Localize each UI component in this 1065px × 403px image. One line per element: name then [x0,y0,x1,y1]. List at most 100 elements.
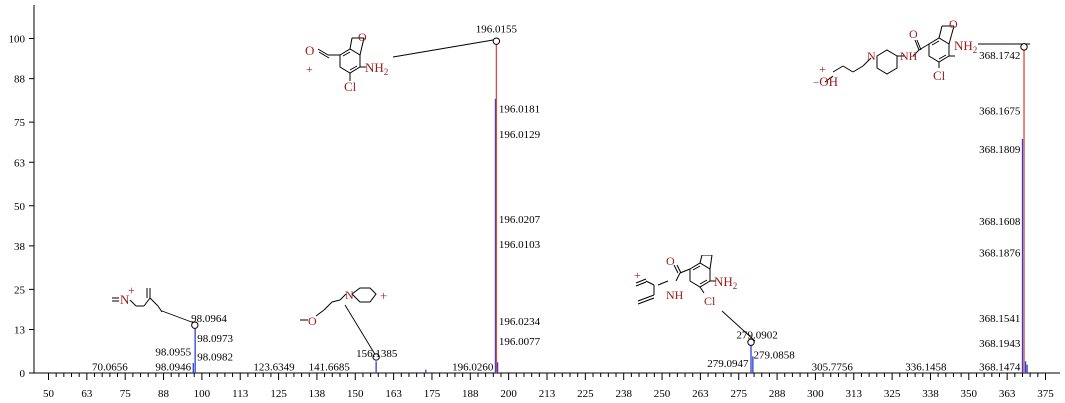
ring-o-label: O [358,30,367,44]
peak-label: 98.0973 [197,333,233,345]
ring-o-label: O [949,17,958,31]
peak-label: 98.0964 [191,313,227,325]
y-tick-label: 50 [14,201,26,213]
x-tick-label: 313 [846,388,863,400]
charge-label: + [306,62,313,76]
iminium-n-label: N [120,292,130,307]
peak-label: 141.6685 [309,361,351,373]
leader-lines [161,38,1030,357]
x-tick-label: 113 [232,388,249,400]
peak-label: 98.0982 [197,351,233,363]
x-tick-label: 150 [347,388,364,400]
x-tick-label: 213 [539,388,556,400]
x-tick-label: 250 [654,388,671,400]
x-tick-label: 50 [43,388,55,400]
x-tick-label: 100 [194,388,211,400]
amide-nh-label: NH [666,288,684,302]
x-tick-label: 88 [158,388,170,400]
x-tick-label: 363 [999,388,1016,400]
y-tick-label: 63 [14,157,26,169]
peak-label: 336.1458 [905,361,947,373]
y-tick-label: 38 [14,241,26,253]
structure-fragment-196: O + O NH2 Cl [305,30,388,94]
peak-label: 196.0103 [499,239,541,251]
amine-label: NH2 [365,60,388,77]
x-tick-label: 263 [692,388,709,400]
amine-label: NH2 [714,274,737,291]
chloro-label: Cl [704,294,716,308]
peak-label: 196.0207 [499,214,541,226]
peak-label: 279.0947 [707,358,749,370]
peak-label: 368.1809 [979,144,1021,156]
x-tick-label: 275 [730,388,747,400]
peak-label: 368.1742 [979,50,1020,62]
peak-marker [191,321,199,329]
x-ticks: 50 63 75 88 100 113 125 138 150 163 175 188 200 213 22… [43,373,1054,400]
x-tick-label: 75 [120,388,132,400]
peak-label: 368.1675 [979,105,1021,117]
charge-label: + [634,268,641,282]
peak-label: 123.6349 [253,361,295,373]
leader-156 [344,304,377,357]
ring-n-label: N [345,288,354,302]
peak-label: 279.0858 [753,350,795,362]
peak-label: 305.7756 [812,361,854,373]
x-tick-label: 338 [922,388,939,400]
peaks [192,41,1028,373]
peak-label: 368.1943 [979,338,1021,350]
x-tick-label: 163 [385,388,402,400]
x-tick-label: 300 [807,388,824,400]
leader-196 [392,38,500,58]
ring-n-label: N [867,49,876,63]
peak-label: 368.1608 [979,216,1021,228]
peak-label: 196.0181 [499,104,540,116]
chloro-label: Cl [344,79,357,94]
peak-label: 98.0946 [155,361,191,373]
y-tick-label: 75 [14,117,26,129]
x-tick-label: 175 [424,388,441,400]
carbonyl-o-label: O [666,255,675,268]
x-tick-label: 138 [309,388,326,400]
peak-marker [492,37,501,45]
charge-label: + [128,283,135,297]
amine-label: NH2 [954,38,977,55]
peak-label: 196.0234 [499,316,541,328]
x-tick-label: 238 [615,388,632,400]
peak-label: 98.0955 [155,346,191,358]
x-tick-label: 125 [270,388,287,400]
peak-label: 368.1876 [979,248,1021,260]
structure-fragment-368: + −OH N NH O O NH2 Cl [813,17,977,89]
y-ticks: 0 13 25 38 50 63 75 88 100 [9,34,34,380]
x-tick-label: 350 [961,388,978,400]
structure-fragment-279: + O NH NH2 Cl [634,255,737,308]
x-tick-label: 325 [884,388,901,400]
x-tick-label: 375 [1037,388,1054,400]
charge-label: + [819,62,826,76]
x-tick-label: 200 [500,388,517,400]
x-tick-label: 188 [462,388,479,400]
y-tick-label: 0 [20,368,26,380]
peak-label: 156.1385 [356,348,398,360]
x-tick-label: 63 [81,388,93,400]
peak-label: 368.1474 [979,361,1021,373]
peak-marker [1020,43,1028,51]
y-tick-label: 88 [14,74,26,86]
y-tick-label: 25 [14,284,26,296]
peak-marker [747,338,755,346]
ether-o-label: O [308,314,317,328]
peak-markers [191,37,1028,361]
y-tick-label: 13 [14,325,26,337]
chloro-label: Cl [933,68,946,83]
carbonyl-o-label: O [909,27,918,41]
charge-label: + [380,288,387,303]
peak-label: 368.1541 [979,313,1020,325]
peak-label: 196.0155 [476,23,518,35]
x-tick-label: 225 [577,388,594,400]
peak-labels: 196.0155 196.0181 196.0129 196.0207 196.0103… [92,23,1021,373]
peak-label: 70.0656 [92,361,128,373]
carbonyl-o-label: O [305,43,314,58]
peak-label: 196.0260 [452,361,494,373]
structure-fragment-98: N + [112,283,163,313]
leader-279 [721,310,756,342]
